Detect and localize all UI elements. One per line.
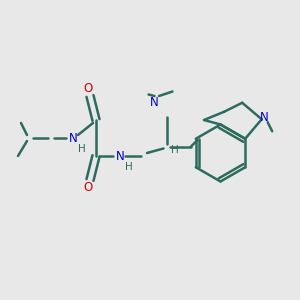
Text: N: N [116,149,124,163]
Text: H: H [78,143,86,154]
Text: H: H [171,145,179,155]
Text: O: O [84,82,93,95]
Text: H: H [124,161,132,172]
Text: N: N [69,131,78,145]
Text: N: N [260,111,269,124]
Text: O: O [84,181,93,194]
Text: N: N [150,95,159,109]
